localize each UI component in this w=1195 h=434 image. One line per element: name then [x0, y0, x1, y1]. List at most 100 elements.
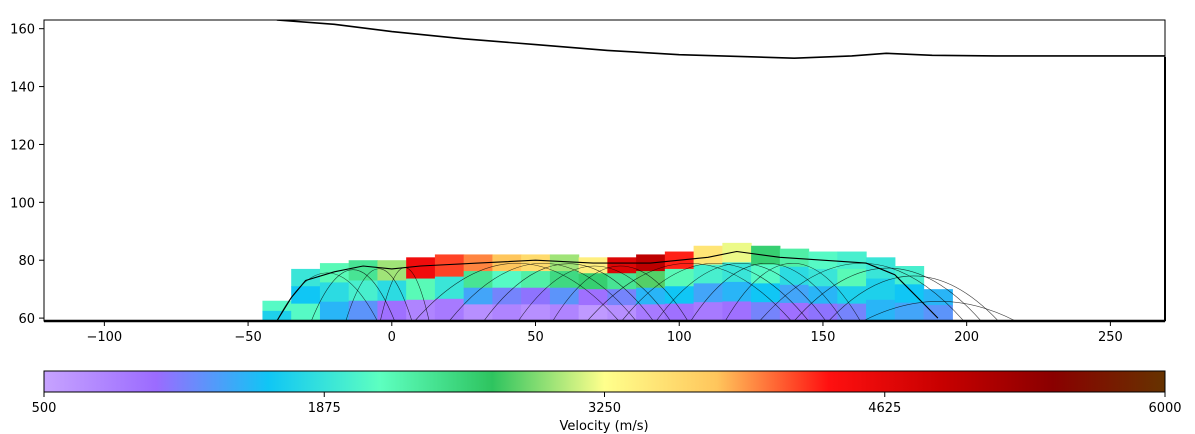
y-tick-label: 160: [10, 23, 35, 38]
velocity-cell: [751, 283, 781, 303]
plot-frame: [43, 19, 1166, 322]
velocity-cell: [722, 242, 752, 263]
velocity-cell: [722, 281, 752, 303]
y-tick-label: 120: [10, 138, 35, 153]
velocity-cell: [377, 280, 407, 302]
x-tick-label: 150: [811, 330, 836, 345]
velocity-cell: [463, 271, 493, 289]
velocity-cell: [923, 289, 953, 306]
velocity-cell: [923, 305, 953, 321]
y-axis: 60 80 100 120 140 160: [10, 23, 44, 327]
velocity-cell: [636, 271, 666, 289]
velocity-cell: [693, 245, 723, 266]
velocity-cell: [722, 301, 752, 321]
colorbar-tick-label: 500: [32, 401, 57, 416]
velocity-cell: [291, 268, 321, 287]
x-tick-label: 50: [527, 330, 544, 345]
ray-path: [724, 263, 861, 321]
velocity-cell: [779, 266, 810, 286]
velocity-cell: [549, 254, 580, 272]
x-tick-label: 200: [954, 330, 979, 345]
y-tick-label: 80: [18, 254, 35, 269]
ray-path: [655, 262, 827, 321]
velocity-cell: [808, 268, 838, 287]
velocity-cell: [406, 257, 436, 280]
velocity-cell: [779, 302, 810, 321]
velocity-cell: [492, 271, 522, 289]
velocity-cell: [549, 304, 580, 321]
colorbar-tick-label: 4625: [868, 401, 901, 416]
velocity-cell: [693, 264, 723, 284]
velocity-cell: [693, 283, 723, 303]
ray-path: [690, 262, 844, 321]
x-axis: −100 −50 0 50 100 150 200 250: [87, 321, 1123, 345]
velocity-cell: [549, 287, 580, 305]
velocity-cell: [866, 299, 896, 321]
velocity-cell: [837, 268, 867, 287]
velocity-cell: [837, 251, 867, 270]
velocity-cell: [607, 289, 637, 306]
velocity-cell: [348, 300, 379, 321]
velocity-cell: [377, 260, 407, 282]
velocity-cell: [578, 289, 608, 306]
velocity-cell: [434, 298, 465, 321]
velocity-cell: [693, 302, 723, 321]
x-tick-label: −100: [87, 330, 123, 345]
surface-profile-line: [276, 20, 1165, 60]
velocity-cell: [837, 286, 867, 305]
velocity-cell: [521, 304, 551, 321]
colorbar-tick-label: 6000: [1148, 401, 1181, 416]
velocity-cell: [664, 268, 695, 287]
ray-coverage-boundary: [276, 250, 939, 321]
velocity-cell: [406, 299, 436, 321]
colorbar-tick-label: 1875: [308, 401, 341, 416]
velocity-cell: [262, 310, 292, 321]
velocity-cell: [521, 271, 551, 289]
velocity-cell: [319, 282, 350, 303]
colorbar-tick-label: 3250: [588, 401, 621, 416]
velocity-cell: [406, 278, 436, 301]
velocity-cell: [319, 263, 350, 284]
velocity-cell: [549, 271, 580, 289]
velocity-cell: [866, 278, 896, 301]
velocity-cell: [664, 286, 695, 305]
x-tick-label: 0: [388, 330, 396, 345]
ray-path: [518, 265, 671, 321]
ray-path: [449, 263, 637, 321]
ray-path: [587, 263, 792, 321]
ray-path: [414, 263, 620, 321]
y-tick-label: 140: [10, 81, 35, 96]
velocity-cell: [808, 303, 838, 321]
velocity-cell: [463, 304, 493, 321]
velocity-cell: [377, 300, 407, 321]
y-tick-label: 100: [10, 196, 35, 211]
ray-path: [793, 267, 982, 321]
velocity-cell: [664, 303, 695, 321]
velocity-cell: [291, 303, 321, 321]
ray-path: [759, 263, 965, 321]
ray-path: [621, 263, 809, 321]
velocity-cell: [348, 280, 379, 302]
velocity-cell: [319, 301, 350, 321]
colorbar-label: Velocity (m/s): [559, 419, 648, 434]
velocity-cell: [751, 264, 781, 284]
velocity-cell: [434, 254, 465, 278]
velocity-cell: [492, 304, 522, 321]
velocity-cell: [492, 287, 522, 305]
velocity-cell: [521, 287, 551, 305]
velocity-cell: [894, 284, 925, 304]
velocity-cell: [492, 254, 522, 272]
ray-path: [552, 265, 689, 321]
colorbar: [43, 370, 1166, 393]
x-tick-label: 250: [1098, 330, 1123, 345]
ray-path: [311, 269, 395, 321]
velocity-cell: [837, 303, 867, 321]
colorbar-ticks: 500 1875 3250 4625 6000: [32, 392, 1182, 416]
velocity-cell: [894, 302, 925, 321]
x-tick-label: 100: [667, 330, 692, 345]
ray-paths: [276, 262, 1033, 321]
velocity-cell: [607, 305, 637, 321]
velocity-cell: [291, 286, 321, 305]
velocity-cell: [578, 257, 608, 274]
